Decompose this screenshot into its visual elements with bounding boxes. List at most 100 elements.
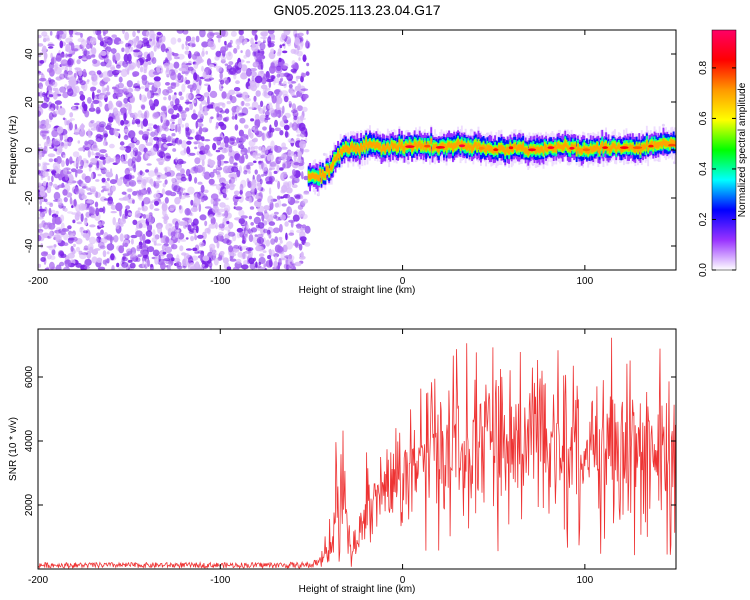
spectrogram-noise-cell: [233, 162, 238, 166]
spectrogram-noise-cell: [207, 227, 211, 235]
spectrogram-noise-cell: [287, 263, 296, 270]
spectrogram-noise-cell: [105, 153, 108, 158]
spectrogram-noise-cell: [169, 100, 174, 106]
spectrogram-noise-cell: [291, 81, 296, 84]
spectrogram-ridge-cell: [418, 140, 421, 147]
spectrogram-noise-cell: [52, 216, 57, 225]
spectrogram-noise-cell: [150, 131, 156, 137]
spectrogram-noise-cell: [288, 83, 293, 89]
spectrogram-noise-cell: [247, 146, 251, 154]
spectrogram-noise-cell: [102, 206, 106, 214]
spectrogram-noise-cell: [163, 62, 170, 69]
spectrogram-ridge-cell: [413, 141, 416, 147]
spectrogram-ridge-cell: [310, 173, 313, 179]
spectrogram-noise-cell: [274, 211, 279, 215]
spectrogram-ridge-cell: [628, 146, 630, 151]
spectrogram-noise-cell: [185, 62, 192, 66]
spectrogram-noise-cell: [94, 212, 101, 221]
spectrogram-noise-cell: [140, 94, 147, 103]
spectrogram-noise-cell: [251, 187, 255, 197]
spectrogram-noise-cell: [222, 213, 225, 217]
spectrogram-ridge-cell: [653, 141, 656, 147]
spectrogram-noise-cell: [197, 181, 203, 185]
spectrogram-noise-cell: [285, 232, 288, 241]
spectrogram-noise-cell: [91, 54, 96, 58]
spectrogram-noise-cell: [127, 87, 134, 93]
spectrogram-ridge-cell: [339, 148, 342, 154]
spectrogram-noise-cell: [147, 239, 151, 244]
spectrogram-noise-cell: [78, 147, 85, 152]
spectrogram-noise-cell: [53, 148, 58, 151]
spectrogram-noise-cell: [266, 131, 272, 139]
spectrogram-noise-cell: [283, 124, 290, 131]
spectrogram-noise-cell: [243, 233, 248, 237]
spectrogram-noise-cell: [284, 130, 289, 138]
spectrogram-noise-cell: [226, 220, 230, 225]
spectrogram-noise-cell: [155, 243, 162, 246]
spectrogram-noise-cell: [254, 34, 258, 41]
spectrogram-noise-cell: [215, 222, 218, 230]
spectrogram-noise-cell: [187, 256, 194, 264]
y-tick-label: 20: [24, 96, 35, 108]
spectrogram-noise-cell: [300, 41, 304, 47]
spectrogram-noise-cell: [40, 86, 43, 90]
spectrogram-ridge-cell: [589, 146, 592, 151]
spectrogram-noise-cell: [122, 160, 128, 164]
spectrogram-noise-cell: [159, 174, 168, 180]
spectrogram-ridge-cell: [440, 143, 443, 148]
spectrogram-ridge-cell: [380, 148, 383, 153]
spectrogram-noise-cell: [244, 102, 251, 107]
spectrogram-noise-cell: [79, 80, 86, 86]
spectrogram-ridge-cell: [492, 148, 495, 154]
spectrogram-noise-cell: [233, 47, 238, 54]
spectrogram-noise-cell: [192, 247, 198, 252]
spectrogram-noise-cell: [287, 39, 292, 47]
spectrogram-noise-cell: [110, 48, 117, 54]
spectrogram-noise-cell: [91, 256, 98, 264]
spectrogram-noise-cell: [56, 227, 62, 231]
spectrogram-noise-cell: [63, 69, 68, 79]
spectrogram-noise-cell: [300, 195, 304, 200]
spectrogram-noise-cell: [171, 51, 175, 55]
spectrogram-noise-cell: [50, 52, 53, 59]
spectrogram-noise-cell: [256, 233, 264, 239]
spectrogram-noise-cell: [219, 71, 223, 80]
spectrogram-noise-cell: [248, 196, 252, 204]
spectrogram-noise-cell: [54, 66, 62, 75]
spectrogram-noise-cell: [130, 238, 134, 245]
spectrogram-noise-cell: [70, 168, 77, 173]
spectrogram-noise-cell: [203, 171, 211, 180]
spectrogram-ridge-cell: [597, 146, 600, 153]
spectrogram-ridge-cell: [574, 143, 577, 150]
spectrogram-noise-cell: [201, 197, 205, 203]
spectrogram-noise-cell: [260, 36, 268, 40]
spectrogram-noise-cell: [194, 134, 202, 141]
spectrogram-noise-cell: [217, 211, 221, 216]
spectrogram-noise-cell: [161, 105, 167, 112]
spectrogram-peak: [478, 147, 485, 150]
spectrogram-noise-cell: [42, 171, 49, 177]
spectrogram-noise-cell: [279, 223, 283, 233]
spectrogram-noise-cell: [98, 101, 103, 108]
spectrogram-noise-cell: [237, 143, 241, 148]
spectrogram-noise-cell: [154, 200, 159, 206]
spectrogram-noise-cell: [283, 80, 287, 89]
spectrogram-ridge-cell: [453, 142, 456, 149]
spectrogram-noise-cell: [51, 56, 55, 66]
spectrogram-noise-cell: [158, 254, 161, 262]
spectrogram-noise-cell: [62, 189, 68, 196]
spectrogram-noise-cell: [153, 112, 161, 118]
spectrogram-noise-cell: [243, 260, 249, 266]
spectrogram-noise-cell: [250, 70, 257, 77]
spectrogram-ridge-cell: [637, 146, 639, 153]
spectrogram-noise-cell: [100, 229, 104, 235]
spectrogram-noise-cell: [293, 209, 298, 215]
spectrogram-noise-cell: [304, 40, 311, 49]
spectrogram-noise-cell: [142, 214, 147, 219]
spectrogram-noise-cell: [65, 48, 69, 52]
spectrogram-ridge-cell: [464, 143, 467, 149]
spectrogram-noise-cell: [146, 176, 153, 184]
spectrogram-noise-cell: [87, 192, 93, 195]
spectrogram-noise-cell: [268, 175, 275, 183]
spectrogram-noise-cell: [149, 178, 154, 185]
